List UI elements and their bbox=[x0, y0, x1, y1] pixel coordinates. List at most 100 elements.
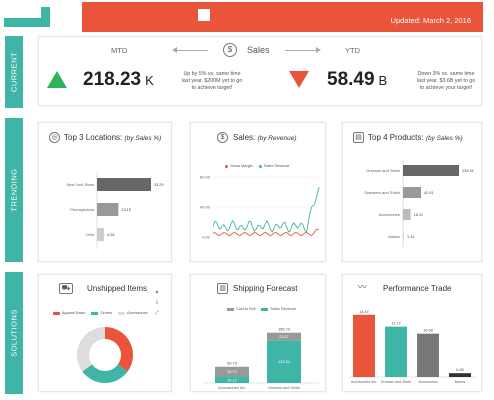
performance-trade-title: Performance Trade bbox=[383, 284, 452, 293]
donut-slice bbox=[105, 327, 133, 372]
y-tick-label: 0.00 bbox=[202, 235, 211, 240]
mtd-label: MTD bbox=[111, 46, 128, 55]
value-label: 14.47 bbox=[359, 310, 369, 314]
category-label: Sweaters and Shirts bbox=[364, 190, 400, 195]
trend-down-icon bbox=[289, 71, 309, 88]
revenue-bar bbox=[215, 376, 249, 383]
shipping-forecast-title: Shipping Forecast bbox=[233, 284, 298, 293]
total-value-label: 156.73 bbox=[278, 328, 290, 332]
value-label: 42.91 bbox=[424, 191, 434, 195]
donut-slice bbox=[76, 327, 105, 372]
mtd-value: 218.23 K bbox=[83, 69, 154, 90]
logo-mark bbox=[0, 6, 56, 28]
arrow-right-icon bbox=[285, 47, 321, 53]
bar bbox=[403, 231, 404, 242]
gross-margin-line bbox=[213, 228, 320, 237]
performance-bar bbox=[417, 333, 439, 377]
chart-icon: ▥ bbox=[217, 283, 228, 294]
top-products-card: ▤ Top 4 Products: (by Sales %) Dresses a… bbox=[342, 122, 482, 262]
header-square-icon bbox=[198, 9, 210, 21]
donut-slice bbox=[82, 364, 128, 383]
mtd-note: Up by 5% vs. same time last year. $200M … bbox=[181, 71, 243, 91]
map-icon: ◎ bbox=[49, 132, 60, 143]
y-tick-label: 80.00 bbox=[200, 175, 211, 180]
ytd-label: YTD bbox=[345, 46, 360, 55]
bar bbox=[403, 165, 459, 176]
revenue-value-label: 133.54 bbox=[278, 360, 290, 364]
category-label: Accessories etc. bbox=[218, 386, 246, 390]
category-label: Ohio bbox=[86, 232, 95, 237]
unshipped-donut-chart bbox=[76, 327, 133, 383]
total-value-label: 50.73 bbox=[227, 362, 237, 366]
value-label: 1.41 bbox=[407, 235, 414, 239]
bar bbox=[403, 187, 422, 198]
sales-legend: Gross Margin Sales Revenue bbox=[225, 164, 290, 168]
sales-revenue-line bbox=[212, 186, 320, 234]
unshipped-legend: Apparel Basic Orders Accessories bbox=[53, 311, 148, 315]
cost-value-label: 23.57 bbox=[279, 335, 289, 339]
performance-trade-chart: 14.47 Accessories etc. 11.72 Dresses and Sk… bbox=[349, 310, 477, 384]
bar bbox=[97, 178, 151, 191]
sales-line-chart: 80.00 40.00 0.00 bbox=[200, 175, 320, 240]
updated-date: Updated: March 2, 2016 bbox=[390, 16, 471, 25]
sales-trend-title: Sales: (by Revenue) bbox=[233, 133, 297, 142]
top-locations-card: ◎ Top 3 Locations: (by Sales %) New York… bbox=[38, 122, 172, 262]
category-label: Accessories etc. bbox=[351, 380, 377, 384]
category-label: Basics bbox=[455, 380, 466, 384]
download-icon[interactable]: ⇩ bbox=[154, 300, 160, 306]
revenue-bar bbox=[267, 340, 301, 383]
value-label: 4.28 bbox=[107, 233, 114, 237]
header-bar: Updated: March 2, 2016 bbox=[82, 2, 483, 32]
ytd-value: 58.49 B bbox=[327, 69, 388, 90]
category-label: Accessories bbox=[378, 212, 400, 217]
unshipped-items-card: ⛟ Unshipped Items ▼ ⇩ ⤢ Apparel Basic Or… bbox=[38, 274, 172, 392]
top-products-title: Top 4 Products: (by Sales %) bbox=[368, 133, 463, 142]
chart-tools: ▼ ⇩ ⤢ bbox=[153, 289, 163, 319]
value-label: 18.12 bbox=[414, 213, 424, 217]
performance-bar bbox=[449, 373, 471, 377]
performance-bar bbox=[353, 314, 375, 377]
pulse-icon: 〰 bbox=[357, 282, 367, 292]
category-label: Pennsylvania bbox=[70, 207, 95, 212]
bar bbox=[403, 209, 411, 220]
expand-icon[interactable]: ⤢ bbox=[154, 310, 159, 316]
cost-value-label: 30.73 bbox=[227, 370, 237, 374]
current-sales-card: MTD $ Sales YTD 218.23 K Up by 5% vs. sam… bbox=[38, 36, 482, 106]
top-locations-title: Top 3 Locations: (by Sales %) bbox=[64, 133, 162, 142]
top-locations-chart: New York State 33.29 Pennsylvania 13.15 Ohio… bbox=[67, 172, 164, 249]
value-label: 133.34 bbox=[462, 169, 474, 173]
cost-bar bbox=[267, 332, 301, 341]
bar bbox=[97, 228, 104, 241]
category-label: Dresses and Skirts bbox=[366, 168, 400, 173]
unshipped-items-title: Unshipped Items bbox=[87, 284, 148, 293]
category-label: New York State bbox=[67, 182, 95, 187]
category-label: Dresses and Skirts bbox=[381, 380, 411, 384]
trend-up-icon bbox=[47, 71, 67, 88]
dollar-icon: $ bbox=[223, 43, 237, 57]
ytd-note: Down 3% vs. same time last year. $3.6B y… bbox=[416, 71, 476, 91]
dollar-icon: $ bbox=[217, 132, 228, 143]
bar bbox=[97, 203, 119, 216]
performance-trade-card: 〰 Performance Trade 14.47 Accessories etc… bbox=[342, 274, 482, 392]
value-label: 0.89 bbox=[456, 368, 463, 372]
shipping-forecast-card: ▥ Shipping Forecast Cost to Sell Sales R… bbox=[190, 274, 326, 392]
forecast-legend: Cost to Sell Sales Revenue bbox=[227, 307, 296, 311]
sales-trend-card: $ Sales: (by Revenue) Gross Margin Sales… bbox=[190, 122, 326, 262]
y-tick-label: 40.00 bbox=[200, 205, 211, 210]
value-label: 33.29 bbox=[154, 183, 164, 187]
top-products-chart: Dresses and Skirts 133.34 Sweaters and Shi… bbox=[364, 159, 474, 249]
box-icon: ▤ bbox=[353, 132, 364, 143]
category-label: Basics bbox=[388, 234, 400, 239]
cost-bar bbox=[215, 366, 249, 377]
category-label: Dresses and Skirts bbox=[268, 386, 300, 390]
arrow-left-icon bbox=[172, 47, 208, 53]
value-label: 13.15 bbox=[121, 208, 131, 212]
section-current: CURRENT bbox=[5, 36, 23, 108]
section-trending: TRENDING bbox=[5, 118, 23, 262]
filter-icon[interactable]: ▼ bbox=[154, 290, 160, 296]
truck-icon: ⛟ bbox=[59, 283, 73, 294]
value-label: 10.08 bbox=[423, 329, 433, 333]
revenue-value-label: 20.12 bbox=[227, 378, 237, 382]
section-solutions: SOLUTIONS bbox=[5, 272, 23, 394]
value-label: 11.72 bbox=[391, 322, 400, 326]
